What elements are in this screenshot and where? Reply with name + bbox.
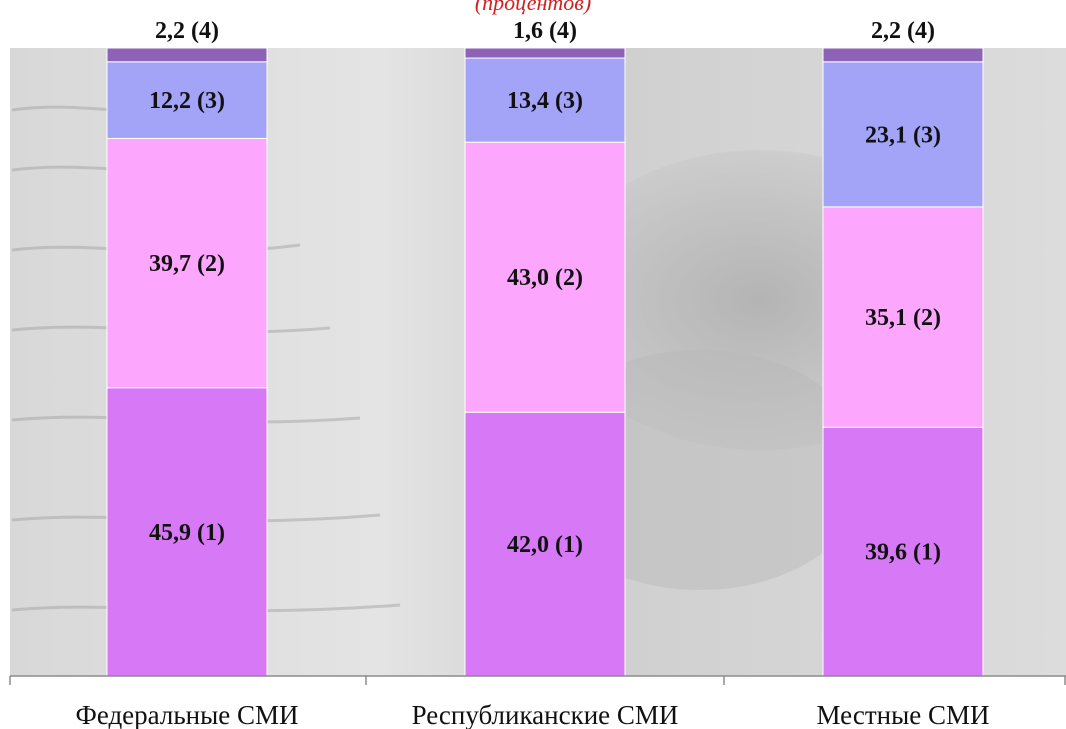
data-label: 23,1 (3) xyxy=(865,122,941,148)
bar-segment xyxy=(106,137,268,389)
bar-segment xyxy=(822,426,984,677)
data-label: 2,2 (4) xyxy=(871,18,935,44)
category-label: Местные СМИ xyxy=(817,700,990,729)
bar-segment xyxy=(464,141,626,413)
bar-segment xyxy=(822,61,984,208)
data-label: 13,4 (3) xyxy=(507,88,583,114)
bar-segment xyxy=(822,206,984,428)
data-label: 35,1 (2) xyxy=(865,305,941,331)
data-label: 2,2 (4) xyxy=(155,18,219,44)
category-label: Федеральные СМИ xyxy=(75,700,298,729)
bar-segment xyxy=(106,387,268,677)
data-label: 39,6 (1) xyxy=(865,540,941,566)
chart-subtitle: (процентов) xyxy=(475,0,591,15)
bars-group: 45,9 (1) 39,7 (2) 12,2 (3) 2,2 (4) 42,0 (1) 4… xyxy=(106,18,984,677)
data-label: 39,7 (2) xyxy=(149,251,225,277)
bar-segment xyxy=(106,47,268,63)
data-label: 1,6 (4) xyxy=(513,18,577,44)
data-label: 43,0 (2) xyxy=(507,265,583,291)
bar-segment xyxy=(822,47,984,63)
x-axis: Федеральные СМИ Республиканские СМИ Местны… xyxy=(9,675,1066,729)
data-label: 12,2 (3) xyxy=(149,88,225,114)
bar-segment xyxy=(464,47,626,59)
data-label: 42,0 (1) xyxy=(507,532,583,558)
bar-segment xyxy=(106,61,268,139)
category-label: Республиканские СМИ xyxy=(412,700,679,729)
data-label: 45,9 (1) xyxy=(149,520,225,546)
